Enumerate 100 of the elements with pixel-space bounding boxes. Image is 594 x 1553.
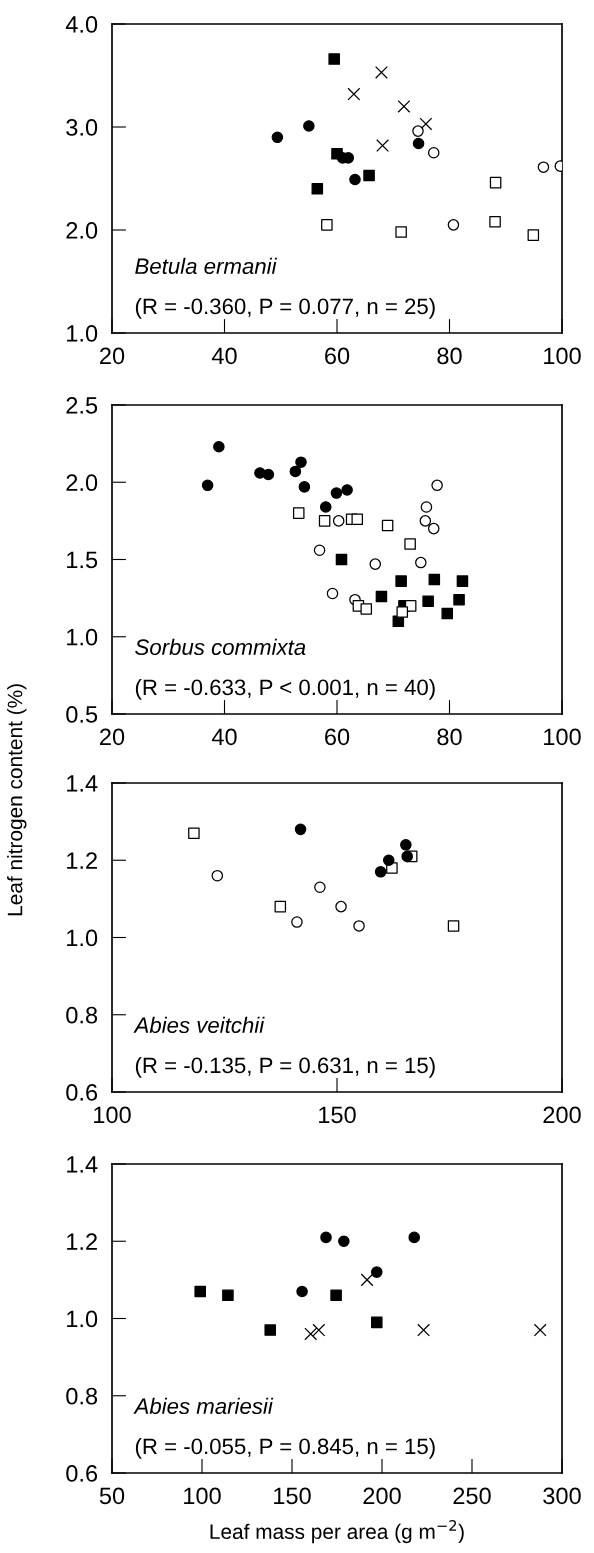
point xyxy=(194,1285,206,1298)
x-tick-label: 20 xyxy=(100,728,125,746)
y-tick-label: 1.2 xyxy=(67,852,97,869)
point xyxy=(419,117,433,131)
y-axis-title: Leaf nitrogen content (%) xyxy=(7,684,27,916)
x-axis-title: Leaf mass per area (g m$^{−2}$) xyxy=(210,1520,464,1544)
x-tick-label: 150 xyxy=(274,1487,311,1505)
annotation: (R = -0.360, P = 0.077, n = 25) xyxy=(135,297,435,319)
point xyxy=(427,522,440,535)
x-tick-label: 40 xyxy=(211,728,237,746)
point xyxy=(381,519,394,532)
point xyxy=(326,587,339,600)
point xyxy=(412,125,424,137)
y-tick-label: 3.0 xyxy=(66,119,98,136)
point xyxy=(312,1323,326,1337)
point xyxy=(222,1289,234,1302)
y-tick-label: 4.0 xyxy=(65,16,98,33)
point xyxy=(264,1324,276,1336)
x-tick-label: 40 xyxy=(211,347,237,365)
x-tick-label: 80 xyxy=(437,347,462,365)
point xyxy=(395,575,407,587)
point xyxy=(321,219,333,231)
x-tick-label: 20 xyxy=(100,347,125,365)
point xyxy=(489,215,501,228)
point xyxy=(396,606,409,618)
annotation: Abies veitchii xyxy=(133,1016,265,1034)
point xyxy=(328,53,340,65)
point xyxy=(347,87,361,101)
point xyxy=(371,1316,383,1329)
point xyxy=(262,468,275,481)
point xyxy=(271,131,284,144)
y-tick-label: 2.0 xyxy=(66,222,98,239)
point xyxy=(201,479,214,492)
x-tick-label: 100 xyxy=(94,1106,131,1124)
x-tick-label: 100 xyxy=(544,728,581,746)
point xyxy=(415,556,427,569)
point xyxy=(371,1266,383,1278)
point xyxy=(289,465,302,478)
point xyxy=(291,916,303,928)
point xyxy=(274,900,287,913)
y-tick-label: 0.8 xyxy=(66,1006,98,1024)
point xyxy=(453,593,465,606)
x-tick-label: 60 xyxy=(325,728,350,746)
point xyxy=(533,1323,547,1337)
point xyxy=(537,161,550,173)
point xyxy=(412,137,425,150)
point xyxy=(319,501,332,513)
x-tick-label: 100 xyxy=(544,347,581,365)
point xyxy=(320,1231,332,1244)
point xyxy=(295,456,307,468)
point xyxy=(330,1289,342,1302)
point xyxy=(353,920,365,932)
point xyxy=(341,484,353,496)
annotation: (R = -0.055, P = 0.845, n = 15) xyxy=(135,1437,435,1459)
y-tick-label: 1.4 xyxy=(67,1156,98,1173)
point xyxy=(313,544,326,557)
point xyxy=(404,538,416,550)
point xyxy=(375,65,388,79)
point xyxy=(349,173,361,186)
point xyxy=(338,1235,350,1248)
point xyxy=(360,1273,374,1287)
y-tick-label: 2.5 xyxy=(66,397,98,414)
point xyxy=(408,1231,420,1244)
y-tick-label: 0.6 xyxy=(66,1465,98,1482)
point xyxy=(427,146,440,159)
point xyxy=(375,590,388,603)
point xyxy=(420,501,433,513)
annotation: Betula ermanii xyxy=(135,257,278,275)
point xyxy=(318,515,331,527)
y-tick-label: 1.0 xyxy=(67,325,98,342)
point xyxy=(395,226,407,238)
point xyxy=(188,827,200,839)
x-tick-label: 150 xyxy=(319,1106,356,1124)
y-tick-label: 2.0 xyxy=(66,474,98,492)
point xyxy=(292,507,305,519)
annotation: Sorbus commixta xyxy=(135,638,306,656)
point xyxy=(360,603,373,615)
annotation: Abies mariesii xyxy=(133,1397,274,1415)
y-tick-label: 1.5 xyxy=(67,551,98,569)
point xyxy=(335,553,348,566)
y-tick-label: 1.0 xyxy=(67,1310,98,1328)
y-tick-label: 0.8 xyxy=(66,1387,98,1405)
x-tick-label: 80 xyxy=(437,728,462,746)
y-tick-label: 0.5 xyxy=(66,706,98,723)
point xyxy=(428,573,441,586)
x-tick-label: 100 xyxy=(184,1487,221,1505)
x-tick-label: 250 xyxy=(453,1487,491,1505)
point xyxy=(489,176,502,189)
x-tick-label: 300 xyxy=(543,1487,581,1505)
point xyxy=(447,219,460,231)
point xyxy=(304,1327,318,1341)
point xyxy=(330,487,343,499)
point xyxy=(527,229,540,241)
point xyxy=(363,169,375,182)
y-tick-label: 1.0 xyxy=(67,929,98,947)
x-tick-label: 200 xyxy=(543,1106,581,1124)
point xyxy=(400,839,412,851)
point xyxy=(397,99,411,113)
point xyxy=(376,139,389,152)
y-tick-label: 1.0 xyxy=(67,628,98,646)
